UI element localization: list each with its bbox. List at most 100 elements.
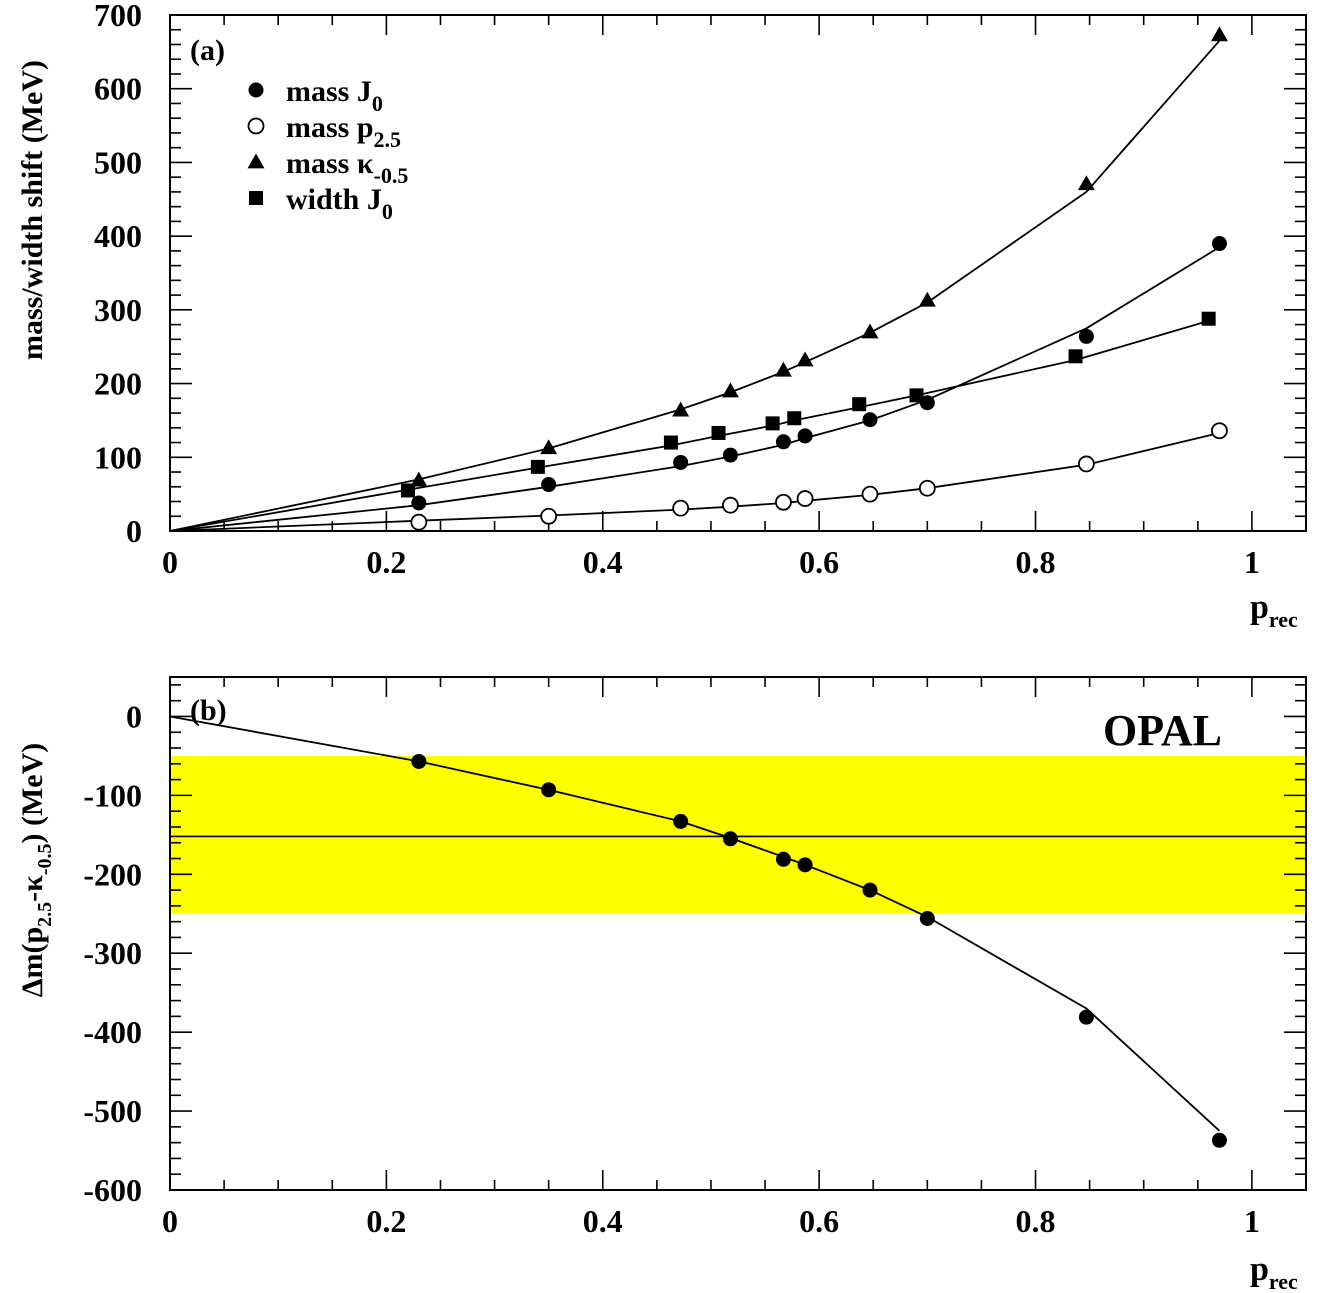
data-point [862, 412, 878, 428]
data-point [541, 477, 557, 493]
y-tick-label: 500 [94, 144, 142, 180]
y-tick-label: 300 [94, 292, 142, 328]
data-point [411, 753, 427, 769]
y-axis-label-a: mass/width shift (MeV) [16, 60, 49, 360]
data-point [1077, 455, 1095, 473]
data-point [774, 361, 792, 377]
legend-marker [247, 117, 265, 135]
y-tick-label: -600 [83, 1172, 142, 1208]
data-point [530, 459, 545, 474]
y-tick-label: -400 [83, 1014, 142, 1050]
legend-label: width J0 [286, 183, 393, 224]
legend-label: mass p2.5 [286, 111, 401, 152]
data-point [909, 388, 924, 403]
data-point [1211, 236, 1227, 252]
x-tick-label: 1 [1244, 544, 1260, 580]
x-tick-label: 0.6 [799, 1203, 839, 1239]
data-point [765, 416, 780, 431]
x-axis-label-a: prec [1250, 589, 1298, 632]
data-point [797, 857, 813, 873]
y-tick-label: 400 [94, 218, 142, 254]
y-tick-label: 700 [94, 0, 142, 33]
x-tick-label: 0 [162, 1203, 178, 1239]
x-tick-label: 1 [1244, 1203, 1260, 1239]
legend-marker [247, 153, 265, 169]
data-point [540, 507, 558, 525]
data-point [1211, 1132, 1227, 1148]
data-point [721, 382, 739, 398]
data-point [722, 831, 738, 847]
data-point [672, 499, 690, 517]
y-axis-label-b: Δm(p2.5-κ-0.5) (MeV) [16, 743, 56, 998]
axis-ticks-a [169, 14, 1307, 532]
y-tick-label: 0 [126, 698, 142, 734]
data-point [919, 911, 935, 927]
panel-label-a: (a) [190, 34, 225, 67]
panel-b: 0 0.2 0.4 0.6 0.8 10-100-200-300-400-500-600 … [16, 676, 1307, 1293]
fit-curve [169, 432, 1220, 532]
data-point [1077, 175, 1095, 191]
data-point [918, 291, 936, 307]
y-tick-label: -100 [83, 777, 142, 813]
x-axis-label-b: prec [1250, 1251, 1298, 1293]
x-tick-label: 0.8 [1016, 1203, 1056, 1239]
data-point [411, 495, 427, 511]
data-point [775, 851, 791, 867]
data-point [1068, 349, 1083, 364]
x-tick-label: 0.4 [583, 1203, 623, 1239]
data-point [711, 425, 726, 440]
data-point [918, 479, 936, 497]
opal-label: OPAL [1103, 706, 1222, 755]
data-points-b [411, 753, 1227, 1148]
x-tick-label: 0.4 [583, 544, 623, 580]
data-point [796, 351, 814, 367]
x-tick-label: 0 [162, 544, 178, 580]
y-tick-label: 0 [126, 513, 142, 549]
x-tick-label: 0.8 [1016, 544, 1056, 580]
x-tick-label: 0.6 [799, 544, 839, 580]
axis-ticks-b [169, 677, 1307, 1191]
data-point [861, 485, 879, 503]
plot-frame-a [169, 14, 1307, 532]
data-point [673, 454, 689, 470]
data-point [862, 882, 878, 898]
data-point [852, 397, 867, 412]
data-point [775, 493, 792, 511]
plot-frame-b [169, 676, 1307, 1191]
data-points-a [401, 26, 1228, 531]
y-tick-label: 600 [94, 71, 142, 107]
x-tick-label: 0.2 [366, 1203, 406, 1239]
data-point [540, 439, 558, 455]
panel-a: 0 0.2 0.4 0.6 0.8 1 0 100 200 300 400 500 600 700 (a)… [16, 0, 1307, 632]
data-point [861, 323, 879, 339]
fit-curve [169, 246, 1220, 532]
y-tick-label: -300 [83, 935, 142, 971]
legend-marker [248, 82, 264, 98]
legend-marker [249, 191, 263, 205]
data-point [663, 435, 678, 450]
y-tick-label: -200 [83, 856, 142, 892]
data-point [672, 401, 690, 417]
tick-labels-b: 0 0.2 0.4 0.6 0.8 1 0 -100 -200 -300 -400 -500 -600 [83, 698, 1260, 1239]
data-point [722, 496, 739, 514]
legend-label: mass J0 [286, 75, 383, 116]
data-point [1078, 328, 1094, 344]
x-tick-label: 0.2 [366, 544, 406, 580]
data-point [1078, 1009, 1094, 1025]
data-point [1211, 422, 1228, 440]
data-point [919, 395, 935, 411]
shaded-band [170, 755, 1306, 914]
y-tick-label: -500 [83, 1093, 142, 1129]
data-point [787, 411, 802, 426]
y-tick-label: 200 [94, 366, 142, 402]
tick-labels-a: 0 0.2 0.4 0.6 0.8 1 0 100 200 300 400 500 600 700 [94, 0, 1260, 580]
data-point [541, 782, 557, 798]
data-point [673, 813, 689, 829]
data-point [797, 428, 813, 444]
data-point [1210, 26, 1228, 42]
data-point [410, 513, 428, 531]
data-point [796, 490, 814, 507]
data-point [401, 483, 416, 498]
